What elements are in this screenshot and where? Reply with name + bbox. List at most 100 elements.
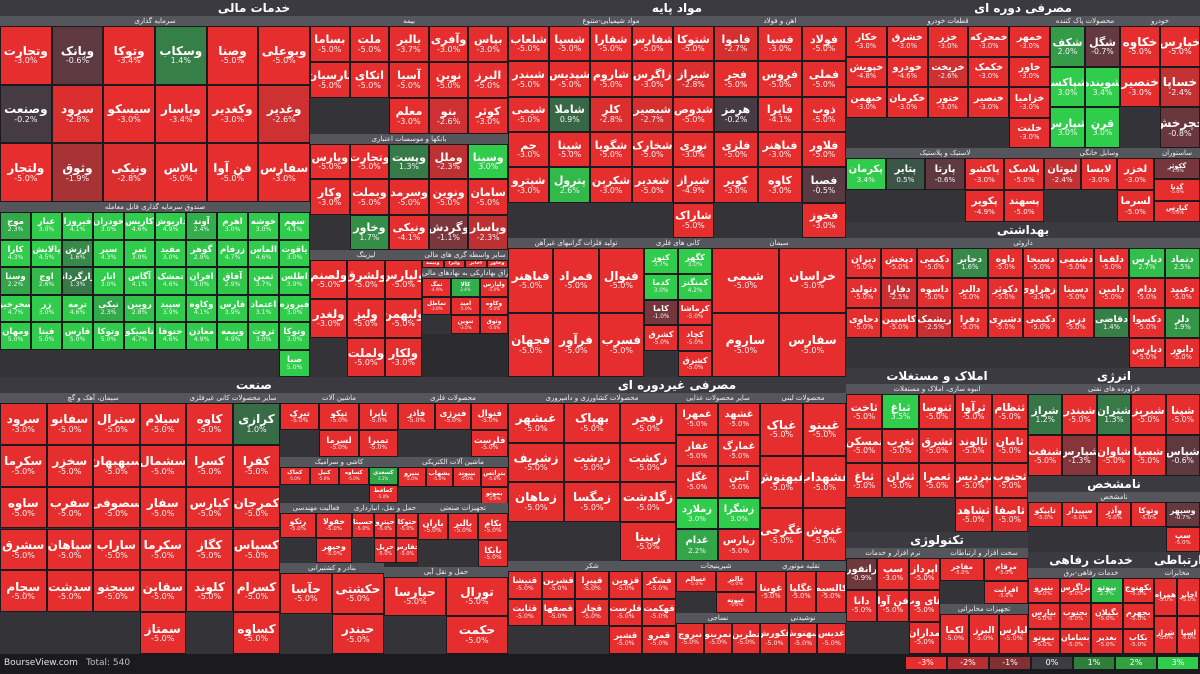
stock-tile[interactable]: فرآور -5.0% [553,312,599,377]
stock-tile[interactable]: همراه -5.0% [1154,578,1177,616]
stock-tile[interactable]: سفارس -3.0% [258,143,310,202]
stock-tile[interactable]: فلرست -5.0% [471,430,508,457]
stock-tile[interactable]: فجر -5.0% [714,61,758,97]
stock-tile[interactable]: زشگرا 3.0% [718,497,760,530]
stock-tile[interactable]: غمارگ -5.0% [718,434,760,467]
stock-tile[interactable]: ونیکی -4.1% [389,214,429,250]
stock-tile[interactable]: بغدیر -5.0% [1091,628,1123,654]
stock-tile[interactable]: شخارک -5.0% [631,132,673,168]
stock-tile[interactable]: وستا 2.2% [0,267,31,295]
group-title[interactable]: ساستوران [1154,148,1200,158]
stock-tile[interactable]: غکورش-5.0% [760,623,789,654]
stock-tile[interactable]: لسرما -5.0% [1117,190,1154,222]
group-title[interactable]: انبوه سازی، املاک و مستغلات [846,384,1028,394]
stock-tile[interactable]: ملت -5.0% [349,26,390,62]
stock-tile[interactable]: زاگرس -3.0% [631,61,673,97]
stock-tile[interactable]: حآسا -5.0% [280,573,332,614]
stock-tile[interactable]: دتماد 2.5% [1164,248,1200,278]
stock-tile[interactable]: پسهند -5.0% [1004,190,1044,222]
stock-tile[interactable]: آفاق 2.9% [217,267,248,295]
stock-tile[interactable]: اعتماد 3.1% [248,294,279,322]
stock-tile[interactable]: سشرق -5.0% [0,528,47,571]
stock-tile[interactable]: سقاین -5.0% [139,570,186,613]
stock-tile[interactable]: اپرداز -5.0% [908,558,940,590]
stock-tile[interactable]: سفرب -5.0% [46,486,93,529]
stock-tile[interactable]: وآذر -5.0% [1096,502,1132,527]
stock-tile[interactable]: وتوکا -3.4% [103,26,155,85]
stock-tile[interactable]: زر 3.0% [31,294,62,322]
stock-tile[interactable]: حبندر -5.0% [332,613,384,654]
stock-tile[interactable]: معلم -3.0% [389,98,429,134]
stock-tile[interactable]: خکاوه -5.0% [1120,26,1160,67]
stock-tile[interactable]: ونیکی -2.8% [103,143,155,202]
stock-tile[interactable]: دعبید -5.0% [1164,278,1200,308]
stock-tile[interactable]: حتوکا -5.0% [396,513,418,538]
stock-tile[interactable]: سکرما -5.0% [0,444,47,487]
group-title[interactable]: اوراق بهادار [480,268,508,278]
stock-tile[interactable]: بنیرو -5.0% [398,467,426,487]
stock-tile[interactable]: ثشاهد -5.0% [955,497,992,532]
stock-tile[interactable]: نوری -3.0% [672,132,714,168]
stock-tile[interactable]: خفولا -5.0% [316,513,352,538]
stock-tile[interactable]: خاور -3.0% [1009,56,1050,87]
stock-tile[interactable]: کگاز -5.0% [186,528,233,571]
group-title[interactable]: حمل و نقل، انبارداری [352,503,418,513]
stock-tile[interactable]: غشهد -5.0% [718,403,760,435]
stock-tile[interactable]: گکوثر -1.0% [1154,158,1200,180]
stock-tile[interactable]: خنصیر -3.0% [1120,66,1160,108]
stock-tile[interactable]: حکمت -5.0% [446,615,508,654]
stock-tile[interactable]: بکاب -5.0% [1122,628,1154,654]
stock-tile[interactable]: کوثر -3.0% [468,98,508,134]
stock-tile[interactable]: دلر 1.9% [1164,308,1200,338]
stock-tile[interactable]: خلنت -3.0% [1009,117,1050,148]
stock-tile[interactable]: بکام -5.0% [478,513,508,540]
stock-tile[interactable]: وخاور 1.7% [349,214,390,250]
stock-tile[interactable]: ساوه -5.0% [0,486,47,529]
stock-tile[interactable]: دابور -5.0% [1164,338,1200,368]
stock-tile[interactable]: پارتا -0.6% [925,158,965,190]
stock-tile[interactable]: بسامان -5.0% [1059,628,1091,654]
group-title[interactable]: لاستیک و پلاستیک [846,148,1044,158]
stock-tile[interactable]: بترانس -5.0% [480,467,508,487]
stock-tile[interactable]: شتران 1.3% [1096,394,1132,435]
stock-tile[interactable]: ثباغ -5.0% [846,463,883,498]
stock-tile[interactable]: حکشتی -5.0% [332,573,384,614]
group-title[interactable]: فعالیت مهندسی [280,503,352,513]
stock-tile[interactable]: حپترو -5.0% [374,513,396,538]
stock-tile[interactable]: شغدیر -5.0% [631,167,673,203]
stock-tile[interactable]: پکویر -4.9% [964,190,1005,222]
stock-tile[interactable]: دپارس -5.0% [1129,338,1165,368]
stock-tile[interactable]: زدشت -5.0% [564,442,620,482]
stock-tile[interactable]: زرفام 4.7% [217,239,248,267]
stock-tile[interactable]: ثرآوا -5.0% [955,394,992,429]
group-title[interactable]: قطعات خودرو [846,16,1050,26]
stock-tile[interactable]: غمهرا -5.0% [676,403,718,435]
stock-tile[interactable]: کساوه -5.0% [233,612,280,654]
stock-tile[interactable]: بازارگردانی1.3% [62,267,93,295]
stock-tile[interactable]: شاملا 0.9% [549,96,591,132]
stock-tile[interactable]: غبهنوش-5.0% [788,623,818,654]
stock-tile[interactable]: وتوکا 5.0% [93,322,124,350]
stock-tile[interactable]: شراز 1.2% [1028,394,1063,435]
stock-tile[interactable]: فن آوا -5.0% [877,590,909,622]
stock-tile[interactable]: کرماشا -5.0% [678,299,712,326]
stock-tile[interactable]: شکربن -3.0% [590,167,632,203]
stock-tile[interactable]: ثمسکن -5.0% [846,428,883,463]
stock-tile[interactable]: ثجنوب -5.0% [991,463,1028,498]
stock-tile[interactable]: تبرک -5.0% [280,403,320,430]
group-title[interactable]: محصولات لبنی [760,393,846,403]
stock-tile[interactable]: وسرمد -5.0% [389,179,429,215]
stock-tile[interactable]: غگرجی -5.0% [760,508,803,561]
stock-tile[interactable]: فیروزه 3.0% [279,294,310,322]
stock-tile[interactable]: کپارس -5.0% [186,486,233,529]
stock-tile[interactable]: سپ -3.0% [877,558,909,590]
stock-tile[interactable]: غپینو -5.0% [803,403,846,456]
stock-tile[interactable]: غبشهر -5.0% [508,403,564,443]
stock-tile[interactable]: غسالم -5.0% [676,571,716,592]
stock-tile[interactable]: فاذر -5.0% [398,403,435,430]
stock-tile[interactable]: مرقام -5.0% [984,558,1028,581]
stock-tile[interactable]: شیمی -5.0% [712,248,779,313]
stock-tile[interactable]: شبندر -5.0% [508,61,550,97]
group-title[interactable]: بنادر و کشتیرانی [280,563,384,573]
stock-tile[interactable]: بنو -2.6% [428,98,469,134]
